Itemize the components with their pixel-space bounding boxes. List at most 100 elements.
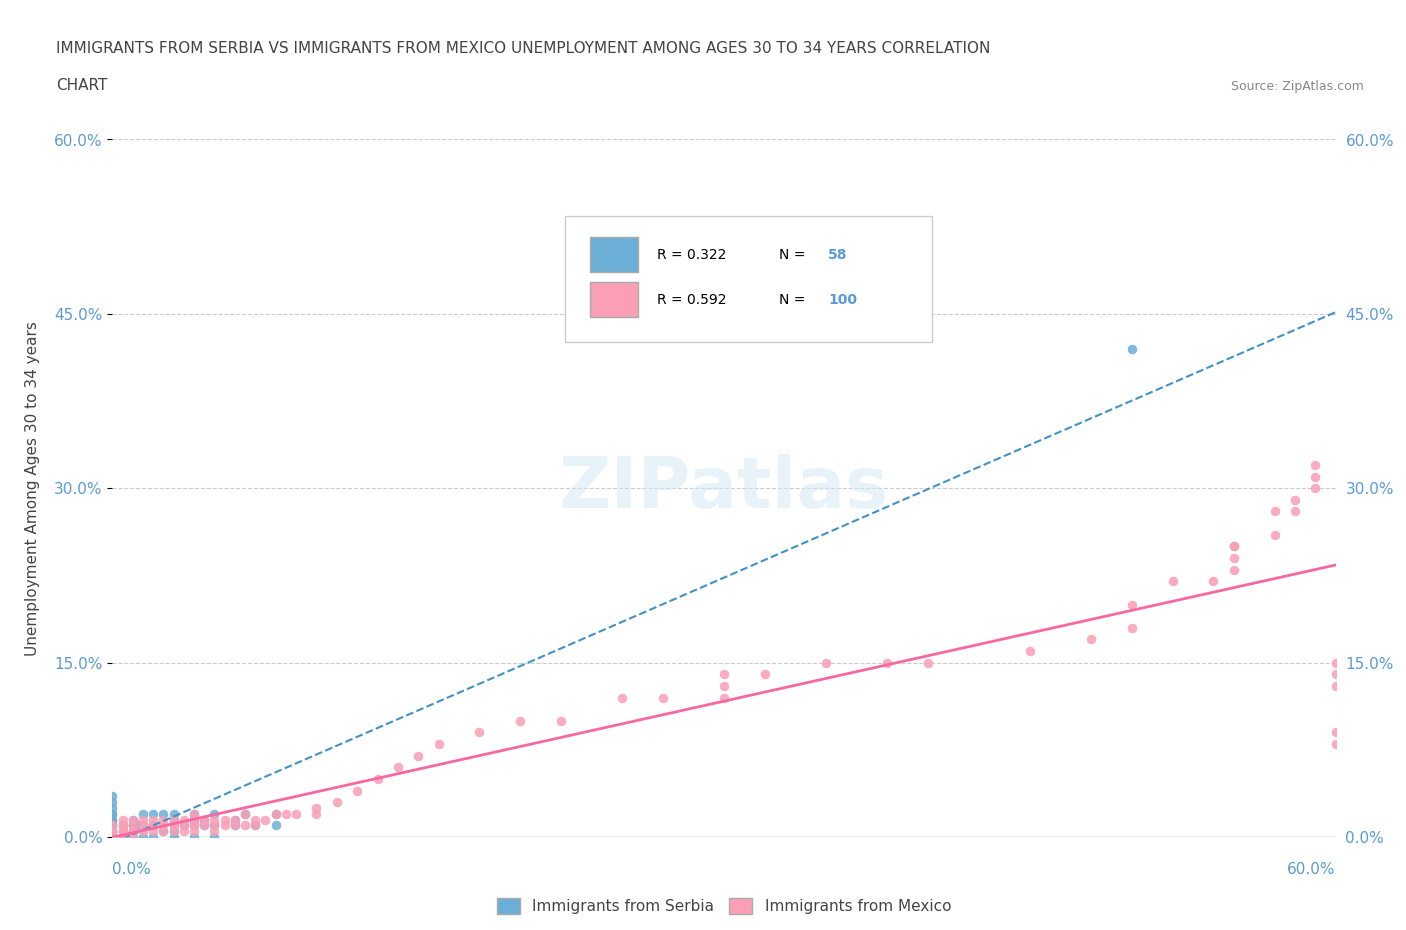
Point bbox=[1223, 551, 1246, 565]
Point bbox=[101, 818, 124, 833]
Point bbox=[101, 806, 124, 821]
Point bbox=[122, 830, 145, 844]
Point bbox=[1121, 341, 1143, 356]
Point bbox=[111, 818, 134, 833]
Point bbox=[1284, 493, 1306, 508]
Point bbox=[132, 830, 155, 844]
Point bbox=[101, 830, 124, 844]
Point bbox=[132, 806, 155, 821]
Point bbox=[245, 812, 267, 827]
Point bbox=[122, 812, 145, 827]
Point bbox=[142, 806, 165, 821]
Point bbox=[132, 824, 155, 839]
Point bbox=[122, 818, 145, 833]
Point bbox=[101, 789, 124, 804]
Point bbox=[713, 690, 735, 705]
Y-axis label: Unemployment Among Ages 30 to 34 years: Unemployment Among Ages 30 to 34 years bbox=[25, 321, 41, 656]
Point bbox=[101, 830, 124, 844]
Point bbox=[152, 812, 174, 827]
Point bbox=[245, 818, 267, 833]
Text: R = 0.322: R = 0.322 bbox=[657, 247, 725, 261]
Point bbox=[224, 818, 246, 833]
Point bbox=[204, 824, 226, 839]
Text: R = 0.592: R = 0.592 bbox=[657, 293, 727, 307]
Point bbox=[122, 818, 145, 833]
Point bbox=[233, 806, 256, 821]
Point bbox=[142, 818, 165, 833]
Point bbox=[111, 818, 134, 833]
Point bbox=[917, 656, 939, 671]
Point bbox=[101, 824, 124, 839]
Point bbox=[132, 818, 155, 833]
Point bbox=[101, 812, 124, 827]
Point bbox=[152, 824, 174, 839]
Point bbox=[163, 824, 186, 839]
Point bbox=[101, 830, 124, 844]
Point bbox=[1305, 481, 1327, 496]
Point bbox=[142, 812, 165, 827]
Point bbox=[264, 806, 287, 821]
Point bbox=[111, 818, 134, 833]
Point bbox=[408, 748, 430, 763]
Point bbox=[183, 830, 205, 844]
Point bbox=[224, 812, 246, 827]
Point bbox=[101, 818, 124, 833]
Point bbox=[101, 830, 124, 844]
FancyBboxPatch shape bbox=[565, 217, 932, 341]
Point bbox=[305, 806, 328, 821]
Point bbox=[101, 812, 124, 827]
Point bbox=[1121, 597, 1143, 612]
Point bbox=[713, 679, 735, 694]
Point bbox=[101, 824, 124, 839]
Point bbox=[122, 812, 145, 827]
Point bbox=[111, 830, 134, 844]
Point bbox=[183, 812, 205, 827]
Point bbox=[183, 818, 205, 833]
Point bbox=[1223, 539, 1246, 554]
Point bbox=[387, 760, 409, 775]
Point bbox=[183, 806, 205, 821]
Point bbox=[101, 830, 124, 844]
Point bbox=[204, 818, 226, 833]
Point bbox=[163, 806, 186, 821]
Point bbox=[101, 830, 124, 844]
Point bbox=[125, 818, 148, 833]
Point bbox=[1324, 679, 1347, 694]
Point bbox=[1018, 644, 1040, 658]
Point bbox=[550, 713, 572, 728]
Point bbox=[183, 818, 205, 833]
Point bbox=[111, 824, 134, 839]
Point bbox=[204, 812, 226, 827]
Point bbox=[152, 824, 174, 839]
Point bbox=[163, 818, 186, 833]
Point bbox=[183, 818, 205, 833]
Text: Source: ZipAtlas.com: Source: ZipAtlas.com bbox=[1230, 80, 1364, 93]
Point bbox=[224, 812, 246, 827]
Point bbox=[1264, 504, 1286, 519]
Point bbox=[1305, 458, 1327, 472]
Point bbox=[713, 667, 735, 682]
Point bbox=[142, 830, 165, 844]
Point bbox=[173, 818, 195, 833]
Point bbox=[264, 818, 287, 833]
Point bbox=[111, 824, 134, 839]
Legend: Immigrants from Serbia, Immigrants from Mexico: Immigrants from Serbia, Immigrants from … bbox=[491, 892, 957, 920]
Point bbox=[305, 801, 328, 816]
Point bbox=[1324, 725, 1347, 740]
Point bbox=[101, 824, 124, 839]
Point bbox=[1324, 737, 1347, 751]
Point bbox=[1080, 632, 1102, 647]
Point bbox=[326, 794, 349, 809]
Point bbox=[101, 801, 124, 816]
Text: N =: N = bbox=[779, 293, 806, 307]
Point bbox=[245, 818, 267, 833]
Point bbox=[427, 737, 450, 751]
Point bbox=[173, 824, 195, 839]
Point bbox=[101, 830, 124, 844]
Point bbox=[204, 830, 226, 844]
Point bbox=[163, 818, 186, 833]
Text: ZIPatlas: ZIPatlas bbox=[560, 454, 889, 523]
Point bbox=[163, 818, 186, 833]
Point bbox=[214, 818, 236, 833]
Point bbox=[163, 812, 186, 827]
